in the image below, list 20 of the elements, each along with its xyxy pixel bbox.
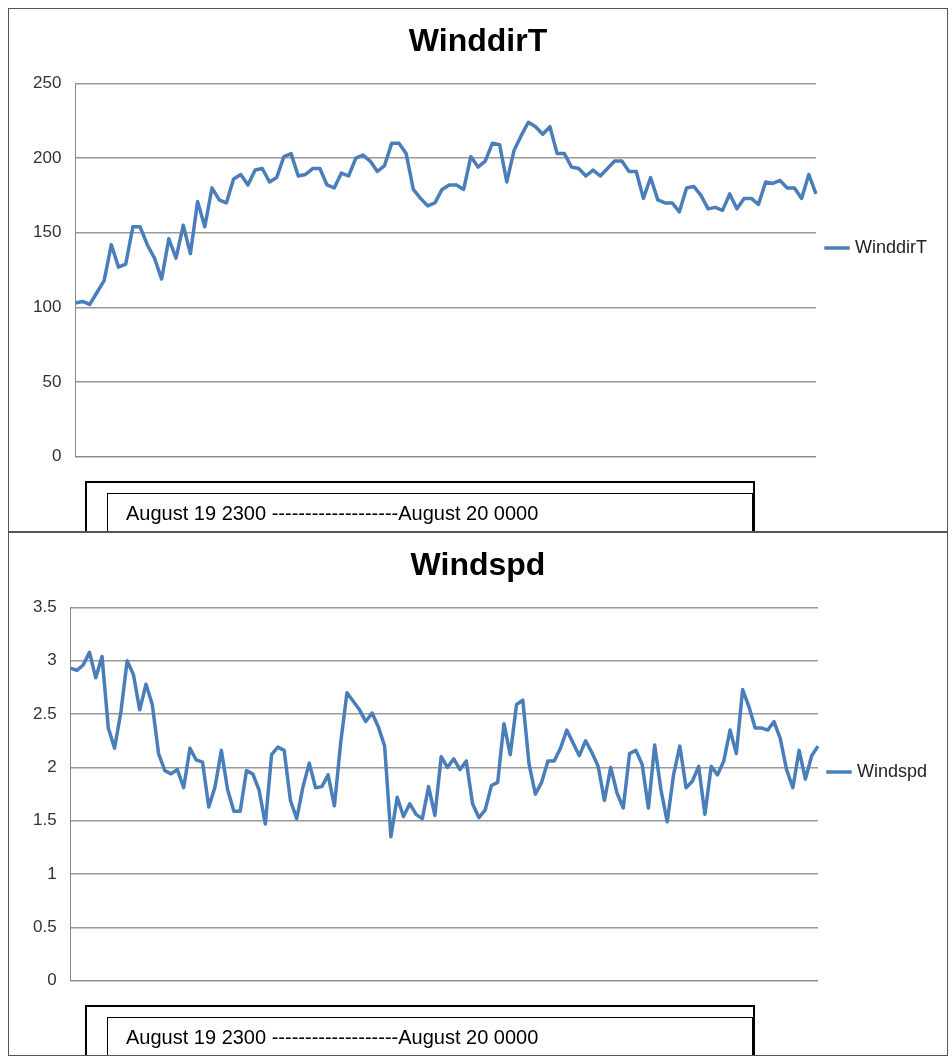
y-tick-label: 0: [51, 446, 62, 466]
chart-title: WinddirT: [408, 22, 548, 59]
legend-label: Windspd: [856, 760, 927, 781]
y-tick-label: 50: [42, 371, 62, 391]
legend-label: WinddirT: [854, 236, 928, 257]
y-tick-label: 1.5: [32, 810, 57, 830]
y-tick-label: 1: [47, 863, 57, 883]
y-tick-label: 3.5: [32, 597, 57, 617]
y-tick-label: 100: [32, 297, 62, 317]
y-tick-label: 200: [32, 147, 62, 167]
y-tick-label: 3: [47, 650, 57, 670]
x-axis-title: August 19 2300 -------------------August 20 0000: [107, 493, 753, 533]
y-tick-label: 2: [47, 757, 57, 777]
x-axis-title: August 19 2300 -------------------August 20 0000: [107, 1017, 753, 1057]
chart-title: Windspd: [410, 546, 546, 583]
y-tick-label: 250: [32, 73, 62, 93]
y-tick-label: 0.5: [32, 917, 57, 937]
y-tick-label: 150: [32, 222, 62, 242]
y-tick-label: 2.5: [32, 703, 57, 723]
y-tick-label: 0: [47, 970, 57, 990]
